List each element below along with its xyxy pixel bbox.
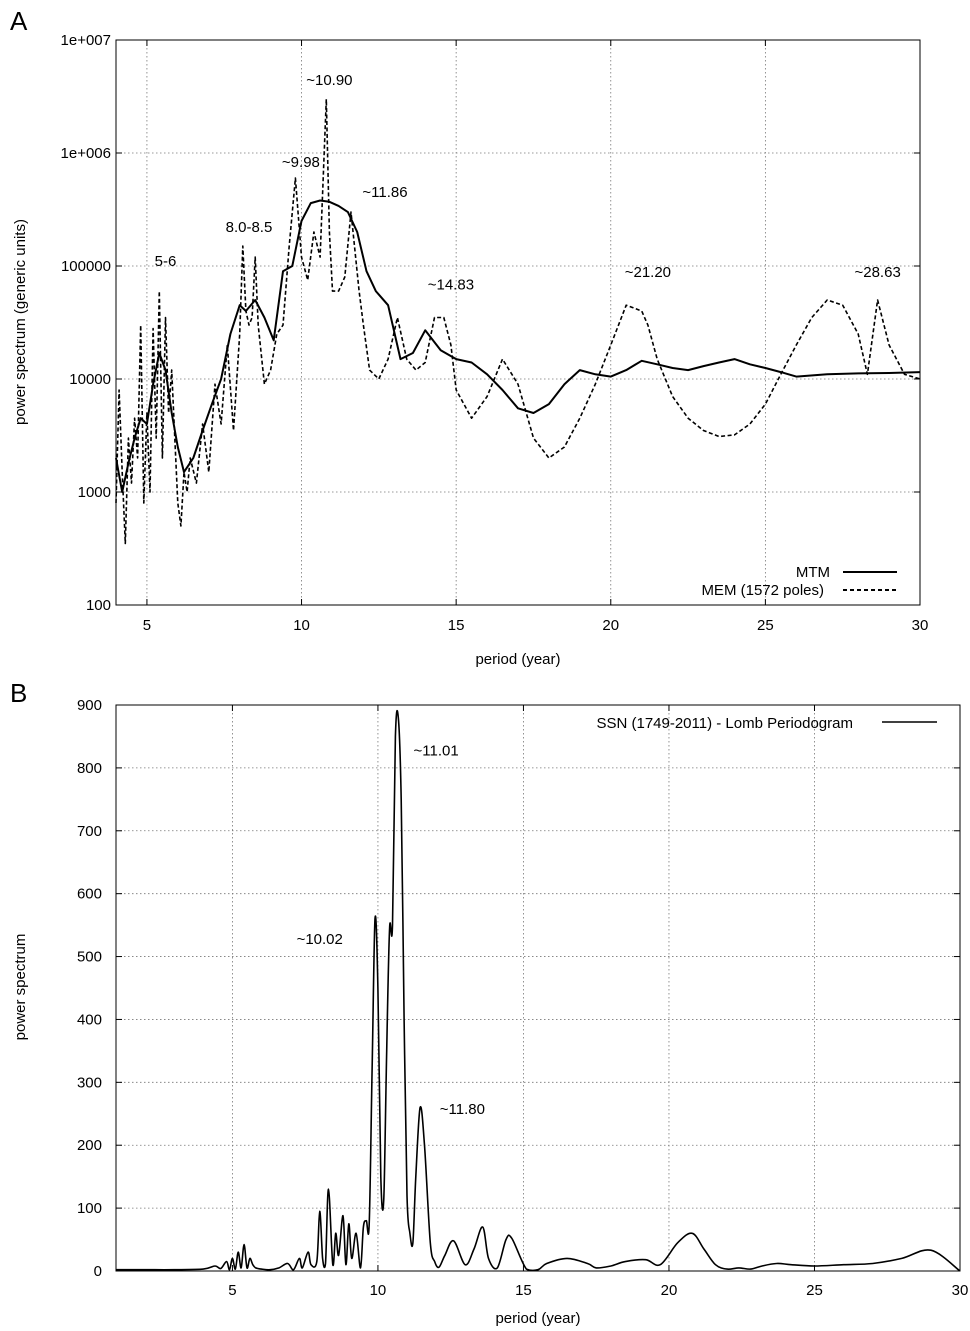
b-x-tick-20: 20 — [661, 1282, 678, 1299]
chart-a-svg: A 5 10 15 20 25 30 100 1000 10000 100000… — [10, 6, 929, 668]
a-annotation: ~10.90 — [306, 72, 352, 89]
chart-a-frame — [115, 39, 921, 606]
b-annotation: ~10.02 — [297, 931, 343, 948]
legend-ssn-label: SSN (1749-2011) - Lomb Periodogram — [596, 715, 853, 732]
a-x-tick-25: 25 — [757, 617, 774, 634]
chart-a-x-ticks: 5 10 15 20 25 30 — [143, 617, 929, 634]
a-y-tick-1000: 1000 — [78, 484, 111, 501]
chart-a-annotations: 5-6 8.0-8.5 ~9.98 ~10.90 ~11.86 ~14.83 ~… — [155, 72, 901, 293]
a-x-tick-15: 15 — [448, 617, 465, 634]
b-y-tick-600: 600 — [77, 886, 102, 903]
a-x-tick-5: 5 — [143, 617, 151, 634]
a-y-tick-1e6: 1e+006 — [61, 145, 111, 162]
b-y-tick-800: 800 — [77, 760, 102, 777]
a-y-tick-1e7: 1e+007 — [61, 32, 111, 49]
a-y-tick-100: 100 — [86, 597, 111, 614]
chart-b-y-ticks: 0 100 200 300 400 500 600 700 800 900 — [77, 697, 102, 1280]
b-y-tick-0: 0 — [94, 1263, 102, 1280]
b-y-tick-900: 900 — [77, 697, 102, 714]
a-x-tick-10: 10 — [293, 617, 310, 634]
chart-b-series — [116, 709, 961, 1272]
b-y-tick-700: 700 — [77, 823, 102, 840]
series-mem-line — [115, 98, 921, 545]
b-annotation: ~11.80 — [440, 1101, 485, 1118]
b-y-axis-label: power spectrum — [12, 934, 29, 1041]
b-x-axis-label: period (year) — [495, 1310, 580, 1327]
chart-b-frame — [115, 704, 961, 1272]
chart-a-grid — [116, 39, 921, 606]
panel-b-letter: B — [10, 678, 27, 708]
b-x-tick-5: 5 — [228, 1282, 236, 1299]
chart-b-svg: B 5 10 15 20 25 30 0 100 200 300 400 500… — [10, 678, 968, 1327]
series-ssn-line — [116, 709, 961, 1272]
b-y-tick-300: 300 — [77, 1074, 102, 1091]
b-x-tick-25: 25 — [806, 1282, 823, 1299]
b-x-tick-15: 15 — [515, 1282, 532, 1299]
a-annotation: ~28.63 — [854, 264, 900, 281]
chart-b-grid — [116, 704, 961, 1272]
b-y-tick-500: 500 — [77, 949, 102, 966]
a-x-axis-label: period (year) — [475, 651, 560, 668]
a-annotation: 8.0-8.5 — [226, 219, 273, 236]
b-x-tick-30: 30 — [952, 1282, 969, 1299]
a-y-tick-10000: 10000 — [69, 371, 111, 388]
chart-a-legend: MTM MEM (1572 poles) — [701, 564, 897, 599]
chart-b-annotations: ~10.02 ~11.01 ~11.80 — [297, 742, 485, 1117]
b-annotation: ~11.01 — [414, 742, 459, 759]
chart-b-legend: SSN (1749-2011) - Lomb Periodogram — [596, 715, 937, 732]
chart-a-y-ticks: 100 1000 10000 100000 1e+006 1e+007 — [61, 32, 111, 614]
a-y-tick-100000: 100000 — [61, 258, 111, 275]
b-y-tick-400: 400 — [77, 1011, 102, 1028]
panel-a: A 5 10 15 20 25 30 100 1000 10000 100000… — [10, 6, 929, 668]
chart-b-x-ticks: 5 10 15 20 25 30 — [228, 1282, 968, 1299]
a-annotation: ~14.83 — [428, 276, 474, 293]
panel-b: B 5 10 15 20 25 30 0 100 200 300 400 500… — [0, 672, 970, 1331]
a-x-tick-30: 30 — [912, 617, 929, 634]
chart-a-series — [115, 98, 921, 545]
a-annotation: 5-6 — [155, 253, 177, 270]
a-y-axis-label: power spectrum (generic units) — [12, 219, 29, 425]
a-annotation: ~9.98 — [282, 154, 320, 171]
a-x-tick-20: 20 — [602, 617, 619, 634]
a-annotation: ~21.20 — [625, 264, 671, 281]
panel-a-letter: A — [10, 6, 28, 36]
legend-mtm-label: MTM — [796, 564, 830, 581]
b-y-tick-200: 200 — [77, 1137, 102, 1154]
b-x-tick-10: 10 — [370, 1282, 387, 1299]
b-y-tick-100: 100 — [77, 1200, 102, 1217]
legend-mem-label: MEM (1572 poles) — [701, 582, 824, 599]
a-annotation: ~11.86 — [362, 184, 407, 201]
series-mtm-line — [115, 199, 921, 493]
